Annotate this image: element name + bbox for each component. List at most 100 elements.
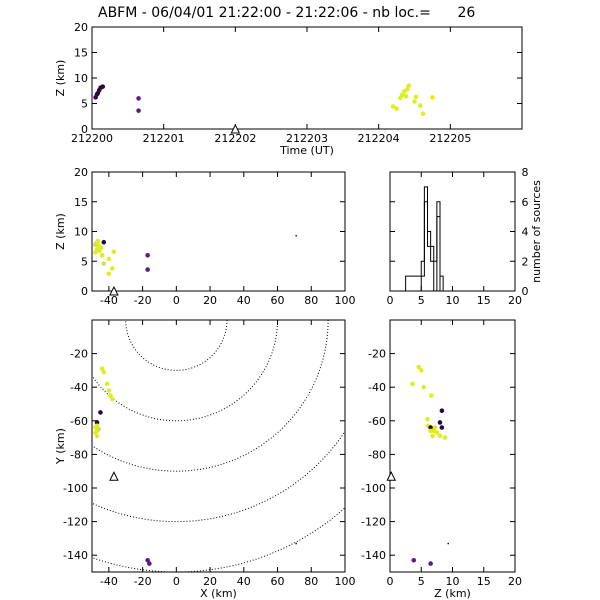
x-tick-label: 100 <box>335 294 356 307</box>
y-tick-label: -20 <box>70 348 88 361</box>
data-point <box>109 266 115 271</box>
x-tick-label: 0 <box>387 294 394 307</box>
plot-frame <box>91 26 523 130</box>
data-point <box>136 108 141 113</box>
y-tick-label: 20 <box>74 166 88 179</box>
x-tick-label: 15 <box>477 575 491 588</box>
data-point <box>434 430 440 435</box>
data-point <box>394 106 399 111</box>
data-point <box>406 83 412 88</box>
y-tick-label: -120 <box>63 516 88 529</box>
station-marker <box>109 471 119 481</box>
data-point <box>425 416 430 422</box>
plot-area <box>93 83 435 116</box>
data-point <box>145 253 150 258</box>
plot-area <box>410 364 449 566</box>
y-tick-label: -120 <box>361 516 386 529</box>
x-tick-label: 20 <box>203 294 217 307</box>
data-point <box>428 561 433 566</box>
data-point <box>439 408 445 414</box>
data-point <box>136 96 141 101</box>
y-axis-label: Z (km) <box>54 213 67 250</box>
data-point <box>96 426 102 432</box>
panel-y-vs-x: -40 -20 0 20 40 60 80 100 -140 -120 -100 -80 -60 -40 -… <box>54 319 356 600</box>
x-tick-label: 40 <box>237 575 251 588</box>
data-point <box>101 239 107 245</box>
x-tick-label: 10 <box>446 294 460 307</box>
data-point <box>437 420 443 425</box>
y-tick-label: -100 <box>63 482 88 495</box>
x-tick-label: 15 <box>477 294 491 307</box>
data-point <box>428 393 434 398</box>
x-tick-label: 40 <box>237 294 251 307</box>
x-tick-label: -40 <box>100 575 118 588</box>
panels: 212200 212201 212202 212203 212204 212205 0 5 10… <box>54 21 544 600</box>
y-tick-label: 0 <box>81 285 88 298</box>
x-tick-label: 5 <box>418 294 425 307</box>
data-point <box>95 238 101 244</box>
data-point <box>101 261 107 266</box>
plot-area <box>92 320 345 572</box>
x-tick-label: 60 <box>271 294 285 307</box>
data-point <box>430 95 435 100</box>
figure-title: ABFM - 06/04/01 21:22:00 - 21:22:06 - nb… <box>98 5 475 21</box>
data-point <box>428 425 433 430</box>
data-point <box>104 381 110 387</box>
plot-frame <box>389 319 516 573</box>
data-point <box>109 396 115 402</box>
data-point <box>403 94 409 99</box>
data-point <box>145 267 150 272</box>
data-point <box>390 104 396 109</box>
histogram-inner-outline <box>405 201 444 291</box>
y-axis-label: Y (km) <box>54 428 67 465</box>
y-tick-label: -20 <box>368 348 386 361</box>
data-point <box>94 433 100 439</box>
y-axis-label: Z (km) <box>54 60 67 97</box>
plot-frame <box>389 171 516 292</box>
data-point <box>94 92 100 97</box>
y-tick-label: 20 <box>74 21 88 34</box>
data-point <box>416 364 422 370</box>
x-tick-label: 20 <box>508 575 522 588</box>
data-point <box>439 425 445 430</box>
range-contour <box>125 320 228 371</box>
x-tick-label: 0 <box>173 294 180 307</box>
x-tick-label: 212200 <box>71 132 113 145</box>
data-point <box>106 388 112 393</box>
data-point <box>94 420 100 425</box>
x-tick-label: 5 <box>418 575 425 588</box>
y-tick-label: 6 <box>522 196 529 209</box>
plot-frame <box>91 171 346 292</box>
plot-frame <box>91 319 346 573</box>
x-tick-label: 212201 <box>143 132 185 145</box>
station-marker <box>230 123 241 134</box>
data-point <box>98 410 103 415</box>
y-tick-label: 10 <box>74 226 88 239</box>
data-point <box>147 561 152 566</box>
y-tick-label: -40 <box>368 381 386 394</box>
data-point <box>442 435 448 440</box>
panel-z-vs-x: -40 -20 0 20 40 60 80 100 0 5 10 15 20 Z (km) <box>54 166 356 307</box>
x-tick-label: 212203 <box>286 132 328 145</box>
y-tick-label: -100 <box>361 482 386 495</box>
data-point <box>417 103 423 108</box>
panel-z-vs-time: 212200 212201 212202 212203 212204 212205 0 5 10… <box>54 21 523 157</box>
x-axis-label: Z (km) <box>434 587 471 600</box>
x-tick-label: -20 <box>134 294 152 307</box>
y-axis-label: number of sources <box>530 180 543 283</box>
x-tick-label: 212202 <box>214 132 256 145</box>
y-tick-label: -140 <box>63 549 88 562</box>
x-tick-label: 80 <box>304 575 318 588</box>
plot-area <box>93 235 297 277</box>
station-marker <box>386 471 397 481</box>
data-point <box>295 542 297 545</box>
data-point <box>106 256 112 262</box>
x-tick-label: 80 <box>304 294 318 307</box>
data-point <box>447 542 449 545</box>
data-point <box>98 245 104 250</box>
y-tick-label: -80 <box>70 448 88 461</box>
y-tick-label: -60 <box>368 415 386 428</box>
y-tick-label: -80 <box>368 448 386 461</box>
